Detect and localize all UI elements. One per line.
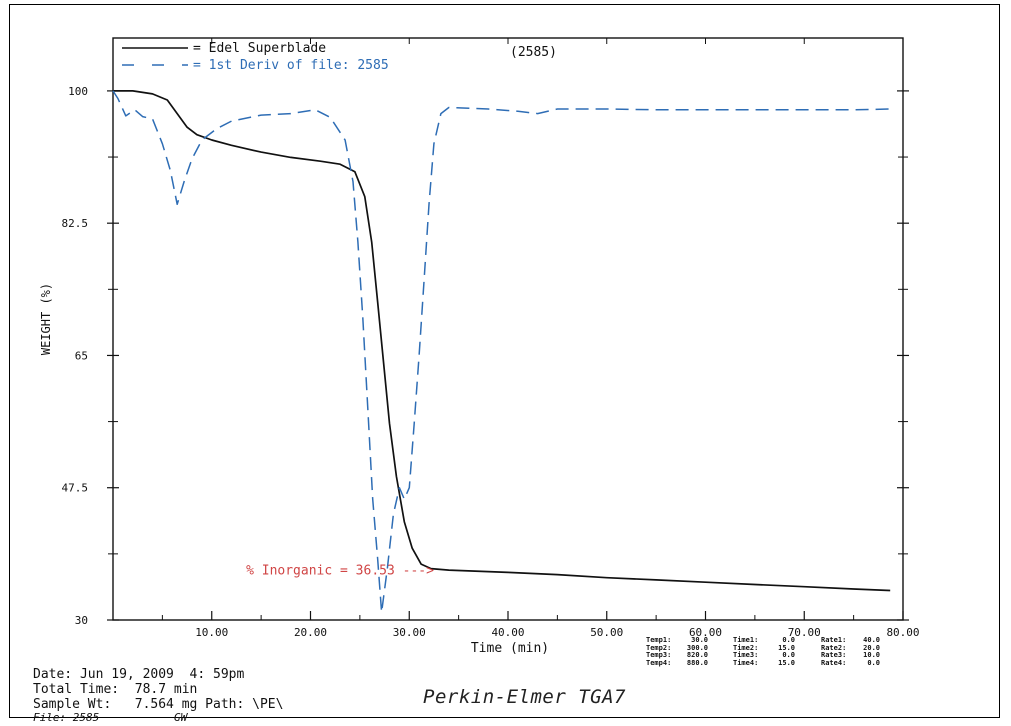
program-temp-val: 820.0 xyxy=(686,651,708,659)
page-frame xyxy=(9,4,1000,718)
program-time: Time3: xyxy=(733,651,759,659)
program-rate: Rate2: xyxy=(821,643,847,652)
plot-area xyxy=(112,37,904,621)
y-tick-label: 30 xyxy=(75,614,88,627)
program-time: Time4: xyxy=(733,658,759,667)
date-line: Date: Jun 19, 2009 4: 59pm xyxy=(33,667,245,682)
x-tick-label: 60.00 xyxy=(689,626,722,639)
program-time-val: 15.0 xyxy=(778,658,795,667)
file-initials: GW xyxy=(174,711,188,724)
program-temp: Temp2: xyxy=(646,643,672,652)
program-rate-val: 40.0 xyxy=(863,636,880,644)
program-temp: Temp4: xyxy=(646,658,672,667)
x-axis-label: Time (min) xyxy=(471,641,549,656)
program-temp: Temp3: xyxy=(646,651,672,659)
instrument-title: Perkin-Elmer TGA7 xyxy=(423,686,626,708)
y-tick-label: 65 xyxy=(75,349,88,362)
y-tick-label: 47.5 xyxy=(62,482,89,495)
y-axis-label: WEIGHT (%) xyxy=(39,283,53,355)
derivative-series-line xyxy=(112,90,891,614)
program-time: Time2: xyxy=(733,643,759,652)
x-tick-label: 20.00 xyxy=(294,626,327,639)
program-time-val: 15.0 xyxy=(778,643,795,652)
program-time: Time1: xyxy=(733,636,759,644)
x-tick-label: 40.00 xyxy=(491,626,524,639)
x-tick-label: 80.00 xyxy=(886,626,919,639)
x-tick-label: 10.00 xyxy=(195,626,228,639)
inorganic-annotation: % Inorganic = 36.53 ---> xyxy=(246,564,434,579)
program-time-val: 0.0 xyxy=(782,651,795,659)
run-id-label: (2585) xyxy=(510,45,557,60)
program-temp: Temp1: xyxy=(646,636,672,644)
y-tick-label: 100 xyxy=(68,85,88,98)
program-temp-val: 300.0 xyxy=(686,643,708,652)
program-temp-val: 880.0 xyxy=(686,658,708,667)
program-rate-val: 20.0 xyxy=(863,643,880,652)
x-tick-label: 70.00 xyxy=(788,626,821,639)
weight-series-line xyxy=(113,90,891,592)
program-time-val: 0.0 xyxy=(782,636,795,644)
legend-label: = 1st Deriv of file: 2585 xyxy=(193,58,389,73)
program-temp-val: 30.0 xyxy=(691,636,708,644)
program-rate: Rate1: xyxy=(821,636,847,644)
program-rate: Rate3: xyxy=(821,651,847,659)
legend-label: = Edel Superblade xyxy=(193,41,326,56)
file-label: File: 2585 xyxy=(33,711,100,724)
program-rate-val: 0.0 xyxy=(867,658,880,667)
program-rate-val: 10.0 xyxy=(863,651,880,659)
total-time-line: Total Time: 78.7 min xyxy=(33,682,198,697)
sample-line: Sample Wt: 7.564 mg Path: \PE\ xyxy=(33,697,284,712)
program-rate: Rate4: xyxy=(821,658,847,667)
y-tick-label: 82.5 xyxy=(62,217,89,230)
x-tick-label: 30.00 xyxy=(393,626,426,639)
x-tick-label: 50.00 xyxy=(590,626,623,639)
